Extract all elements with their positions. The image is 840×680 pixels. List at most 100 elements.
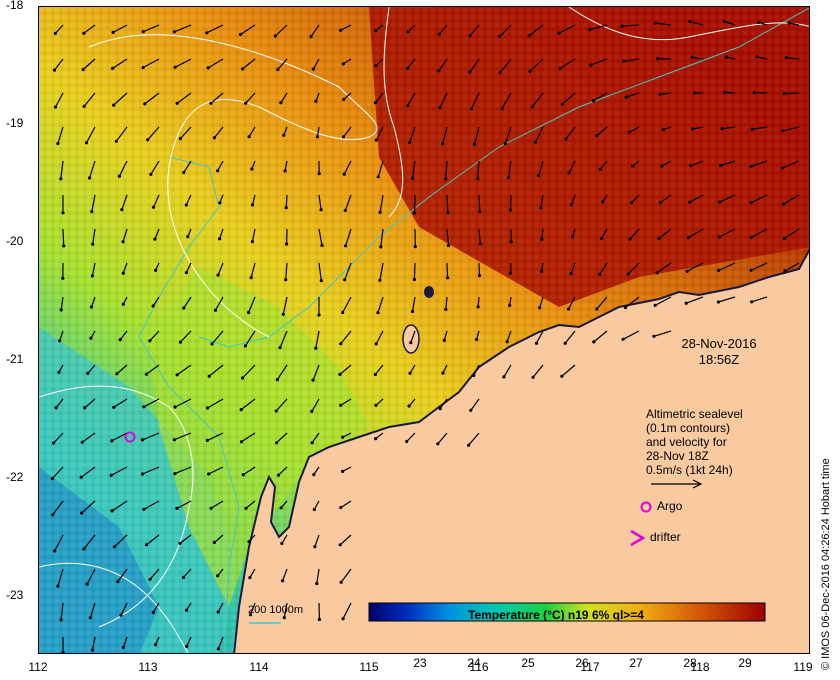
velocity-arrow-head <box>338 543 342 547</box>
velocity-arrow-head <box>61 276 65 280</box>
velocity-arrow-head <box>86 371 90 375</box>
velocity-arrow-head <box>478 242 482 246</box>
velocity-arrow <box>312 364 320 381</box>
velocity-arrow-head <box>80 440 84 444</box>
velocity-scale-arrow <box>651 479 703 489</box>
velocity-arrow-head <box>173 405 177 409</box>
velocity-arrow-head <box>503 142 507 146</box>
velocity-arrow <box>653 330 672 337</box>
velocity-arrow-head <box>720 127 724 131</box>
velocity-arrow-head <box>114 139 118 143</box>
velocity-arrow-head <box>61 650 65 653</box>
velocity-arrow-head <box>690 55 694 59</box>
velocity-arrow <box>283 602 288 618</box>
velocity-arrow-head <box>595 307 599 311</box>
velocity-arrow-head <box>629 201 634 205</box>
land-mass <box>234 250 809 653</box>
velocity-arrow-head <box>655 271 659 275</box>
velocity-arrow <box>750 160 768 167</box>
argo-label: Argo <box>657 499 683 513</box>
velocity-arrow <box>690 160 704 167</box>
drifter-label: drifter <box>650 530 681 544</box>
velocity-arrow-head <box>121 240 125 244</box>
velocity-arrow-head <box>154 268 158 272</box>
velocity-arrow <box>275 398 288 412</box>
velocity-arrow <box>590 58 608 66</box>
velocity-arrow <box>506 330 512 342</box>
velocity-arrow-head <box>118 338 122 342</box>
velocity-arrow-head <box>314 346 318 350</box>
velocity-arrow-head <box>315 581 319 586</box>
velocity-arrow <box>51 466 64 480</box>
velocity-arrow-head <box>205 406 210 410</box>
y-tick-label: -19 <box>6 116 24 130</box>
velocity-arrow <box>214 534 224 543</box>
velocity-arrow <box>113 92 128 106</box>
velocity-arrow-head <box>374 342 378 346</box>
velocity-arrow <box>311 398 320 412</box>
velocity-arrow <box>719 194 736 203</box>
credit-text: © IMOS 06-Dec-2016 04:26:24 Hobart time <box>820 458 832 670</box>
velocity-arrow-head <box>722 19 726 24</box>
velocity-arrow <box>411 160 416 179</box>
velocity-arrow <box>285 194 288 208</box>
velocity-arrow-head <box>184 203 188 207</box>
velocity-arrow-head <box>284 278 288 282</box>
velocity-arrow-head <box>436 442 440 446</box>
colorbar-tick-label: 23 <box>413 656 427 670</box>
velocity-arrow <box>406 58 416 69</box>
velocity-arrow <box>377 160 384 177</box>
velocity-arrow-head <box>116 580 120 584</box>
legend-line: Altimetric sealevel <box>646 407 743 421</box>
velocity-arrow-head <box>111 66 115 70</box>
velocity-arrow-head <box>589 63 593 67</box>
velocity-arrow-head <box>250 167 254 171</box>
velocity-arrow <box>540 194 544 208</box>
velocity-arrow <box>174 24 192 33</box>
velocity-arrow <box>782 126 800 132</box>
velocity-arrow <box>276 364 288 380</box>
velocity-arrow-head <box>51 513 55 517</box>
velocity-arrow-head <box>749 268 753 272</box>
velocity-arrow <box>318 262 322 281</box>
velocity-arrow-head <box>567 171 571 175</box>
velocity-arrows <box>50 19 800 653</box>
velocity-arrow <box>439 92 448 108</box>
velocity-arrow <box>83 534 96 550</box>
velocity-arrow-head <box>313 545 317 549</box>
velocity-arrow-head <box>622 59 626 63</box>
colorbar-tick-label: 25 <box>521 656 535 670</box>
velocity-arrow <box>316 126 320 137</box>
velocity-arrow <box>120 602 128 616</box>
velocity-arrow-head <box>119 613 123 617</box>
velocity-arrow-head <box>567 307 571 311</box>
velocity-arrow-head <box>446 211 450 215</box>
velocity-arrow <box>344 262 352 281</box>
velocity-arrow <box>599 160 608 170</box>
velocity-arrow-head <box>205 31 209 35</box>
velocity-arrow-head <box>209 101 213 105</box>
velocity-arrow-head <box>52 441 56 445</box>
velocity-arrow-head <box>206 66 210 70</box>
velocity-arrow-head <box>688 200 692 204</box>
velocity-arrow <box>379 194 384 213</box>
velocity-arrow <box>691 56 704 60</box>
velocity-arrow-head <box>275 378 279 382</box>
velocity-arrow <box>503 364 512 378</box>
velocity-arrow <box>656 262 672 274</box>
velocity-arrow <box>52 500 64 516</box>
velocity-arrow <box>176 92 192 104</box>
velocity-arrow-head <box>142 405 146 409</box>
velocity-arrow <box>241 432 256 443</box>
velocity-arrow-head <box>173 65 177 69</box>
velocity-arrow-head <box>498 35 502 39</box>
velocity-arrow <box>91 636 96 651</box>
velocity-arrow-head <box>533 140 538 144</box>
velocity-arrow-head <box>467 443 471 447</box>
velocity-arrow <box>154 228 160 240</box>
velocity-arrow <box>379 262 384 281</box>
velocity-arrow-head <box>175 373 179 377</box>
velocity-arrow <box>534 126 544 143</box>
altimetry-legend: Altimetric sealevel (0.1m contours) and … <box>646 407 743 477</box>
velocity-arrow-head <box>379 245 383 249</box>
